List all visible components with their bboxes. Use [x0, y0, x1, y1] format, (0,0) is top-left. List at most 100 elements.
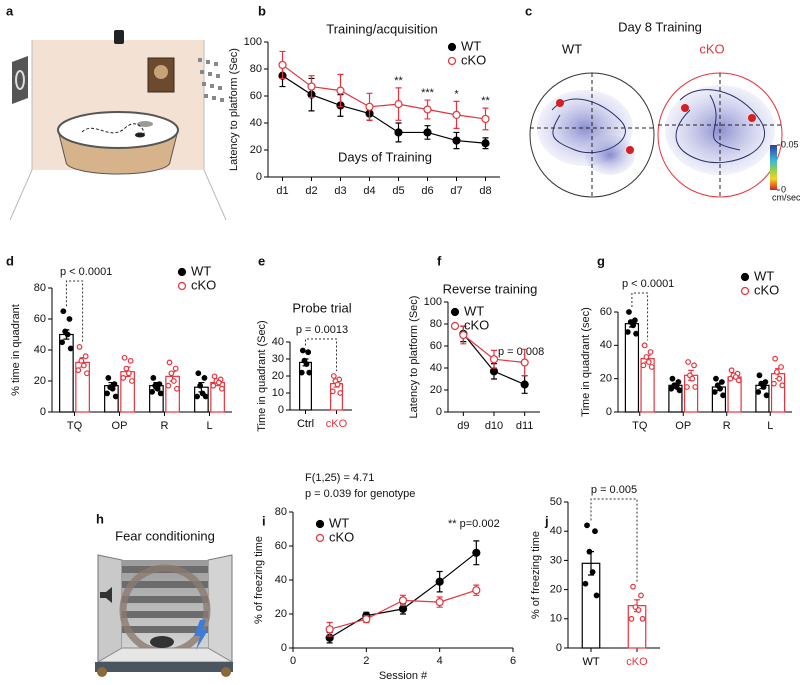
- marker: [459, 330, 468, 340]
- marker: [197, 382, 204, 389]
- marker: [195, 370, 202, 377]
- y-tick-label: 20: [34, 375, 46, 387]
- y-tick-label: 20: [275, 608, 287, 620]
- marker: [218, 385, 225, 392]
- marker: [64, 331, 71, 338]
- marker: [776, 375, 783, 382]
- marker: [717, 385, 724, 392]
- illustration-title: Day 8 Training: [618, 19, 702, 34]
- marker: [735, 377, 742, 384]
- legend-label: WT: [191, 263, 211, 278]
- marker: [450, 307, 460, 317]
- marker: [121, 354, 128, 361]
- marker: [520, 358, 529, 367]
- marker: [125, 370, 132, 377]
- marker: [76, 344, 83, 350]
- x-tick-label: d4: [363, 185, 375, 197]
- y-tick-label: 40: [34, 344, 46, 356]
- y-tick-label: 80: [275, 506, 287, 518]
- y-tick-label: 50: [550, 496, 562, 508]
- marker: [489, 355, 499, 364]
- marker: [299, 347, 306, 354]
- marker: [685, 359, 692, 365]
- panel-letter: d: [6, 253, 14, 268]
- marker: [711, 389, 718, 395]
- marker: [201, 375, 208, 381]
- marker: [689, 375, 696, 382]
- marker: [67, 345, 74, 352]
- marker: [718, 379, 725, 385]
- marker: [472, 548, 481, 557]
- marker: [727, 375, 734, 382]
- marker: [111, 381, 118, 388]
- marker: [66, 316, 73, 322]
- marker: [215, 379, 222, 386]
- significance-bracket: [631, 292, 649, 341]
- marker: [75, 367, 82, 374]
- marker: [109, 385, 116, 392]
- y-tick-label: 0: [278, 404, 284, 416]
- marker: [150, 375, 157, 381]
- marker: [691, 362, 697, 369]
- heatmap-illustration: c Day 8 Training WT cKO: [525, 3, 783, 198]
- y-tick-label: 40: [600, 339, 612, 351]
- marker: [423, 128, 432, 137]
- significance-label: **: [394, 75, 403, 87]
- marker: [626, 309, 632, 315]
- significance-label: *: [454, 88, 459, 100]
- x-tick-label: d10: [485, 420, 503, 432]
- colorbar-tick-label: 0: [781, 184, 786, 194]
- significance-label: ***: [421, 87, 435, 99]
- annotation: p = 0.039 for genotype: [305, 488, 415, 500]
- marker: [334, 381, 341, 388]
- marker: [676, 387, 683, 394]
- y-tick-label: 100: [424, 296, 442, 308]
- colorbar-unit: cm/sec: [772, 192, 800, 202]
- marker: [303, 361, 310, 368]
- marker: [60, 308, 67, 315]
- legend-label: WT: [329, 515, 349, 530]
- legend-label: cKO: [191, 277, 216, 292]
- marker: [173, 385, 180, 392]
- marker: [481, 114, 490, 124]
- y-tick-label: 80: [250, 63, 262, 75]
- x-axis-label: Session #: [379, 670, 428, 682]
- marker: [172, 365, 179, 372]
- marker: [645, 359, 652, 365]
- marker: [684, 384, 690, 390]
- illustration-title: Fear conditioning: [115, 528, 215, 543]
- marker: [194, 393, 201, 400]
- marker: [177, 281, 187, 291]
- colorbar-tick-label: 0.05: [781, 139, 799, 149]
- y-tick-label: 30: [550, 554, 562, 566]
- marker: [452, 110, 461, 120]
- marker: [435, 597, 444, 607]
- marker: [202, 393, 209, 400]
- panel-letter: i: [262, 513, 266, 528]
- y-tick-label: 0: [256, 171, 262, 183]
- marker: [489, 367, 499, 376]
- marker: [398, 604, 408, 614]
- panel-letter: j: [544, 513, 549, 528]
- marker: [586, 548, 593, 555]
- y-tick-label: 60: [34, 313, 46, 325]
- y-tick-label: 60: [600, 306, 612, 318]
- panel-letter: h: [96, 511, 104, 526]
- x-tick-label: cKO: [626, 656, 648, 668]
- marker: [112, 393, 119, 400]
- marker: [330, 373, 337, 379]
- y-axis-label: Latency to platform (Sec): [408, 296, 420, 419]
- marker: [520, 380, 529, 389]
- annotation: p = 0.008: [498, 346, 544, 358]
- marker: [325, 625, 334, 634]
- x-tick-label: 6: [510, 655, 516, 667]
- marker: [157, 390, 164, 397]
- y-tick-label: 20: [550, 584, 562, 596]
- annotation: p = 0.005: [591, 484, 637, 496]
- marker: [643, 354, 650, 360]
- marker: [435, 577, 444, 586]
- marker: [648, 364, 655, 370]
- y-axis-label: Time in quadrant (Sec): [256, 320, 268, 431]
- marker: [630, 583, 636, 590]
- y-tick-label: 60: [430, 340, 442, 352]
